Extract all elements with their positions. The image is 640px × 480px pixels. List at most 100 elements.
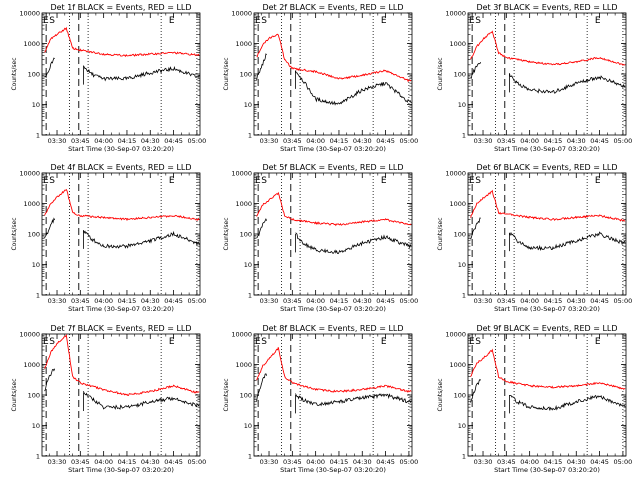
y-tick-label: 100 xyxy=(240,71,252,79)
panel-7: Det 7f BLACK = Events, RED = LLD 1 10 100 10… xyxy=(11,324,206,474)
x-tick-label: 04:00 xyxy=(94,297,113,305)
panel-8: Det 8f BLACK = Events, RED = LLD 1 10 100 10… xyxy=(223,324,418,474)
flag-label: E xyxy=(255,176,261,186)
panel-3: Det 3f BLACK = Events, RED = LLD 1 10 100 10… xyxy=(437,3,632,153)
y-tick-label: 10 xyxy=(244,422,252,430)
y-tick-label: 1 xyxy=(36,292,40,300)
x-tick-label: 04:45 xyxy=(590,297,609,305)
x-tick-label: 04:30 xyxy=(141,137,160,145)
x-tick-label: 04:30 xyxy=(141,297,160,305)
y-tick-label: 10 xyxy=(32,261,40,269)
x-tick-label: 04:15 xyxy=(118,458,137,466)
plot-frame xyxy=(467,12,627,136)
plot-frame xyxy=(253,172,413,296)
y-tick-label: 10000 xyxy=(445,10,466,18)
events-series-line xyxy=(470,378,481,403)
events-series-line xyxy=(256,373,268,402)
x-tick-label: 03:45 xyxy=(71,297,90,305)
x-tick-label: 05:00 xyxy=(400,458,419,466)
y-tick-label: 1 xyxy=(248,132,252,140)
flag-label: E xyxy=(169,16,175,26)
x-tick-label: 03:30 xyxy=(48,458,67,466)
panel-6: Det 6f BLACK = Events, RED = LLD 1 10 100 10… xyxy=(437,163,632,313)
flag-label: S xyxy=(49,16,55,26)
flag-label: S xyxy=(475,176,481,186)
y-tick-label: 1 xyxy=(248,292,252,300)
y-tick-label: 100 xyxy=(240,392,252,400)
y-tick-label: 10000 xyxy=(445,170,466,178)
x-tick-label: 05:00 xyxy=(614,297,633,305)
panel-4: Det 4f BLACK = Events, RED = LLD 1 10 100 10… xyxy=(11,163,206,313)
events-series-line xyxy=(83,229,200,249)
x-tick-label: 04:45 xyxy=(164,137,183,145)
x-tick-label: 03:45 xyxy=(497,137,516,145)
panel-9: Det 9f BLACK = Events, RED = LLD 1 10 100 10… xyxy=(437,324,632,474)
panel-title: Det 2f BLACK = Events, RED = LLD xyxy=(262,3,403,12)
y-axis-label: Counts/sec xyxy=(11,57,18,90)
x-tick-label: 04:45 xyxy=(590,458,609,466)
y-tick-label: 1 xyxy=(462,292,466,300)
panel-title: Det 1f BLACK = Events, RED = LLD xyxy=(50,3,191,12)
flag-label: S xyxy=(261,337,267,347)
flag-label: E xyxy=(43,176,49,186)
x-tick-label: 04:00 xyxy=(520,458,539,466)
lld-series-line xyxy=(44,188,200,222)
flag-label: S xyxy=(475,337,481,347)
x-tick-label: 03:30 xyxy=(260,137,279,145)
x-tick-label: 03:45 xyxy=(283,297,302,305)
events-series-line xyxy=(470,217,481,240)
flag-label: E xyxy=(381,337,387,347)
flag-label: E xyxy=(469,176,475,186)
flag-label: S xyxy=(49,176,55,186)
x-tick-label: 04:15 xyxy=(118,137,137,145)
flag-label: E xyxy=(595,337,601,347)
y-tick-label: 100 xyxy=(454,231,466,239)
x-tick-label: 04:15 xyxy=(544,458,563,466)
y-tick-label: 1000 xyxy=(235,361,252,369)
y-tick-label: 10 xyxy=(32,101,40,109)
flag-label: E xyxy=(469,16,475,26)
x-tick-label: 03:30 xyxy=(48,137,67,145)
y-tick-label: 1000 xyxy=(23,361,40,369)
y-axis-label: Counts/sec xyxy=(11,217,18,250)
flag-label: E xyxy=(381,16,387,26)
x-tick-label: 04:45 xyxy=(164,458,183,466)
plot-frame xyxy=(253,12,413,136)
x-tick-label: 04:45 xyxy=(376,458,395,466)
flag-label: S xyxy=(475,16,481,26)
y-tick-label: 100 xyxy=(28,71,40,79)
x-tick-label: 04:30 xyxy=(353,458,372,466)
x-tick-label: 03:45 xyxy=(71,137,90,145)
y-tick-label: 1000 xyxy=(23,40,40,48)
y-tick-label: 100 xyxy=(240,231,252,239)
y-tick-label: 100 xyxy=(28,392,40,400)
y-tick-label: 10000 xyxy=(19,10,40,18)
y-tick-label: 10000 xyxy=(19,170,40,178)
panel-title: Det 4f BLACK = Events, RED = LLD xyxy=(50,163,191,172)
x-tick-label: 04:00 xyxy=(306,137,325,145)
y-tick-label: 10 xyxy=(458,101,466,109)
x-axis-label: Start Time (30-Sep-07 03:20:20) xyxy=(494,145,600,153)
x-tick-label: 03:30 xyxy=(474,458,493,466)
x-axis-label: Start Time (30-Sep-07 03:20:20) xyxy=(68,466,174,474)
x-tick-label: 03:30 xyxy=(48,297,67,305)
x-tick-label: 04:45 xyxy=(376,137,395,145)
lld-series-line xyxy=(44,26,200,58)
y-tick-label: 10000 xyxy=(231,10,252,18)
events-series-line xyxy=(44,368,56,392)
x-tick-label: 04:00 xyxy=(94,458,113,466)
x-tick-label: 04:15 xyxy=(330,137,349,145)
lld-series-line xyxy=(470,348,626,390)
lld-series-line xyxy=(44,333,200,396)
events-series-line xyxy=(509,394,626,411)
y-tick-label: 10000 xyxy=(231,170,252,178)
events-series-line xyxy=(256,53,267,81)
x-tick-label: 04:00 xyxy=(94,137,113,145)
x-tick-label: 04:00 xyxy=(520,297,539,305)
y-tick-label: 1000 xyxy=(449,200,466,208)
x-tick-label: 04:45 xyxy=(376,297,395,305)
flag-label: S xyxy=(49,337,55,347)
y-tick-label: 1000 xyxy=(449,361,466,369)
x-tick-label: 03:45 xyxy=(283,137,302,145)
